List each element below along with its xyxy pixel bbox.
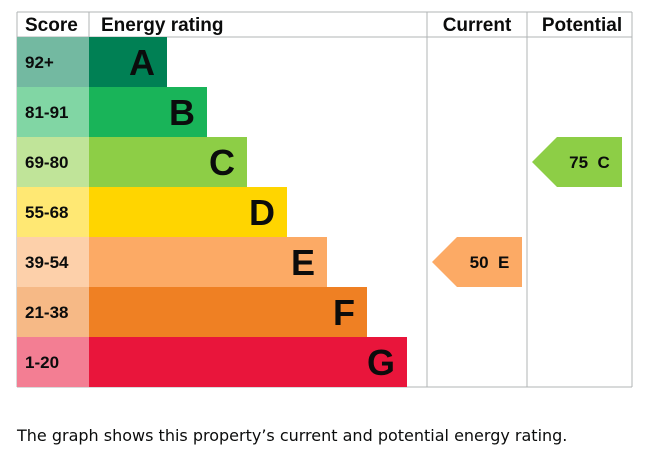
band-letter-b: B <box>169 92 195 133</box>
header-current: Current <box>443 15 512 36</box>
band-bar-f <box>89 287 367 337</box>
score-label-f: 21-38 <box>25 303 68 322</box>
header-score: Score <box>25 15 78 36</box>
potential-rating-label: 75 C <box>569 153 610 172</box>
score-label-a: 92+ <box>25 53 54 72</box>
band-letter-f: F <box>333 292 355 333</box>
chart-header: Score Energy rating Current Potential <box>25 15 622 36</box>
chart-caption: The graph shows this property’s current … <box>17 426 568 445</box>
band-letter-e: E <box>291 242 315 283</box>
score-cell-c <box>17 137 89 187</box>
header-potential: Potential <box>542 15 622 36</box>
energy-rating-chart: Score Energy rating Current Potential 92… <box>16 11 633 388</box>
score-cell-b <box>17 87 89 137</box>
current-rating-arrow <box>432 237 522 287</box>
score-label-b: 81-91 <box>25 103 68 122</box>
band-bar-g <box>89 337 407 387</box>
band-bar-c <box>89 137 247 187</box>
band-bar-a <box>89 37 167 87</box>
band-letter-a: A <box>129 42 155 83</box>
score-label-c: 69-80 <box>25 153 68 172</box>
band-letter-g: G <box>367 342 395 383</box>
rating-bands: 92+ A 81-91 B 69-80 C 55-68 D 39-54 E 21-38 F 1-20 G <box>17 37 407 387</box>
band-letter-c: C <box>209 142 235 183</box>
score-cell-f <box>17 287 89 337</box>
score-cell-e <box>17 237 89 287</box>
band-letter-d: D <box>249 192 275 233</box>
score-cell-a <box>17 37 89 87</box>
score-label-g: 1-20 <box>25 353 59 372</box>
band-bar-e <box>89 237 327 287</box>
score-cell-g <box>17 337 89 387</box>
score-label-e: 39-54 <box>25 253 69 272</box>
band-bar-b <box>89 87 207 137</box>
header-energy-rating: Energy rating <box>101 15 223 36</box>
band-bar-d <box>89 187 287 237</box>
score-label-d: 55-68 <box>25 203 68 222</box>
current-rating-label: 50 E <box>470 253 510 272</box>
rating-markers: 50 E 75 C <box>432 137 622 287</box>
potential-rating-arrow <box>532 137 622 187</box>
score-cell-d <box>17 187 89 237</box>
